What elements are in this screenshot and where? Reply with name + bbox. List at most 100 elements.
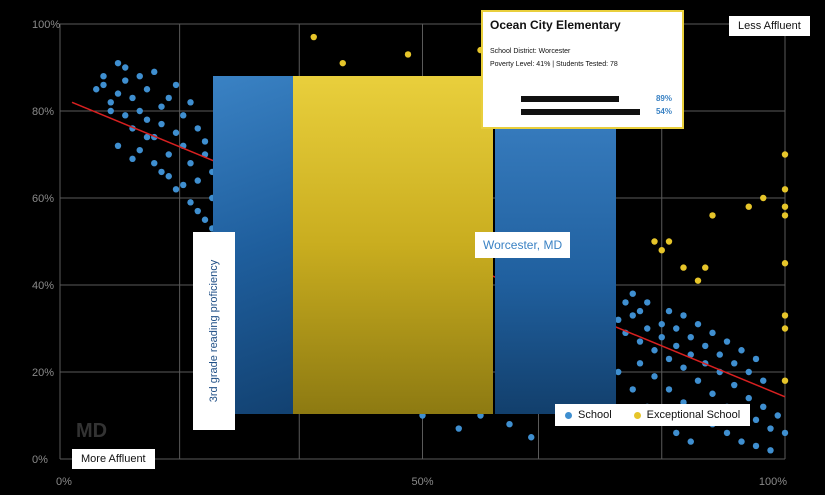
school-point[interactable]	[201, 138, 209, 145]
school-point[interactable]	[165, 151, 172, 158]
school-point[interactable]	[136, 146, 143, 154]
exceptional-school-point[interactable]	[781, 186, 789, 193]
school-point[interactable]	[673, 342, 680, 350]
school-point[interactable]	[194, 207, 201, 215]
school-point[interactable]	[114, 142, 122, 149]
school-point[interactable]	[665, 307, 673, 315]
school-point[interactable]	[194, 177, 201, 184]
school-point[interactable]	[528, 434, 535, 441]
school-point[interactable]	[629, 290, 636, 297]
school-point[interactable]	[680, 312, 687, 319]
school-point[interactable]	[136, 107, 143, 115]
school-point[interactable]	[702, 342, 709, 350]
exceptional-school-point[interactable]	[680, 264, 687, 271]
school-point[interactable]	[636, 307, 644, 315]
school-point[interactable]	[180, 181, 187, 189]
school-point[interactable]	[100, 81, 107, 89]
exceptional-school-point[interactable]	[709, 212, 716, 219]
exceptional-school-point[interactable]	[702, 264, 709, 271]
school-point[interactable]	[687, 334, 694, 341]
school-point[interactable]	[673, 325, 680, 332]
exceptional-school-point[interactable]	[760, 194, 767, 202]
school-point[interactable]	[694, 377, 702, 384]
school-point[interactable]	[745, 394, 752, 402]
school-point[interactable]	[745, 368, 752, 376]
school-point[interactable]	[136, 73, 143, 80]
school-point[interactable]	[151, 160, 158, 167]
school-point[interactable]	[760, 377, 767, 384]
exceptional-school-point[interactable]	[781, 325, 789, 332]
school-point[interactable]	[107, 99, 114, 106]
school-point[interactable]	[767, 447, 774, 454]
school-point[interactable]	[709, 390, 716, 397]
school-point[interactable]	[172, 81, 180, 89]
exceptional-school-point[interactable]	[781, 312, 789, 319]
school-point[interactable]	[93, 86, 100, 93]
school-point[interactable]	[723, 429, 731, 437]
school-point[interactable]	[723, 338, 731, 345]
school-point[interactable]	[665, 386, 673, 393]
exceptional-school-point[interactable]	[694, 277, 702, 284]
exceptional-school-point[interactable]	[745, 203, 752, 210]
school-point[interactable]	[644, 325, 651, 332]
school-point[interactable]	[716, 351, 723, 358]
school-point[interactable]	[687, 438, 694, 445]
exceptional-school-point[interactable]	[781, 377, 789, 384]
school-point[interactable]	[143, 86, 151, 93]
school-point[interactable]	[165, 173, 172, 180]
school-point[interactable]	[673, 429, 680, 437]
school-point[interactable]	[151, 68, 158, 76]
school-point[interactable]	[651, 347, 658, 354]
school-point[interactable]	[629, 312, 636, 319]
school-point[interactable]	[658, 320, 665, 328]
exceptional-school-point[interactable]	[404, 51, 412, 58]
school-point[interactable]	[506, 421, 513, 428]
school-point[interactable]	[709, 329, 716, 337]
school-point[interactable]	[774, 412, 781, 419]
school-point[interactable]	[180, 112, 187, 119]
school-point[interactable]	[172, 129, 180, 136]
school-point[interactable]	[680, 364, 687, 371]
school-point[interactable]	[100, 73, 107, 80]
school-point[interactable]	[172, 186, 180, 193]
school-point[interactable]	[201, 216, 209, 223]
school-point[interactable]	[165, 94, 172, 102]
school-point[interactable]	[187, 99, 194, 106]
school-point[interactable]	[622, 299, 629, 306]
school-point[interactable]	[187, 199, 194, 206]
school-point[interactable]	[731, 381, 738, 389]
school-point[interactable]	[752, 442, 760, 450]
school-point[interactable]	[636, 360, 644, 367]
school-point[interactable]	[636, 338, 644, 345]
exceptional-school-point[interactable]	[339, 59, 346, 67]
school-point[interactable]	[767, 425, 774, 432]
school-point[interactable]	[629, 386, 636, 393]
school-point[interactable]	[158, 120, 165, 128]
school-point[interactable]	[752, 416, 760, 424]
school-point[interactable]	[644, 299, 651, 306]
school-point[interactable]	[143, 133, 151, 141]
school-point[interactable]	[187, 160, 194, 167]
exceptional-school-point[interactable]	[310, 33, 317, 41]
exceptional-school-point[interactable]	[781, 260, 789, 267]
school-point[interactable]	[760, 403, 767, 410]
school-point[interactable]	[158, 168, 165, 176]
school-point[interactable]	[143, 116, 151, 123]
school-point[interactable]	[114, 90, 122, 97]
school-point[interactable]	[122, 112, 129, 119]
exceptional-school-point[interactable]	[658, 247, 665, 254]
school-point[interactable]	[738, 347, 745, 354]
school-point[interactable]	[615, 316, 622, 323]
exceptional-school-point[interactable]	[781, 212, 789, 219]
school-point[interactable]	[615, 368, 622, 376]
exceptional-school-point[interactable]	[651, 238, 658, 245]
school-point[interactable]	[194, 125, 201, 132]
school-point[interactable]	[122, 77, 129, 84]
school-point[interactable]	[665, 355, 673, 363]
school-point[interactable]	[687, 351, 694, 358]
school-point[interactable]	[129, 155, 136, 163]
school-point[interactable]	[651, 373, 658, 380]
school-point[interactable]	[731, 360, 738, 367]
exceptional-school-point[interactable]	[781, 151, 789, 158]
school-point[interactable]	[107, 107, 114, 115]
